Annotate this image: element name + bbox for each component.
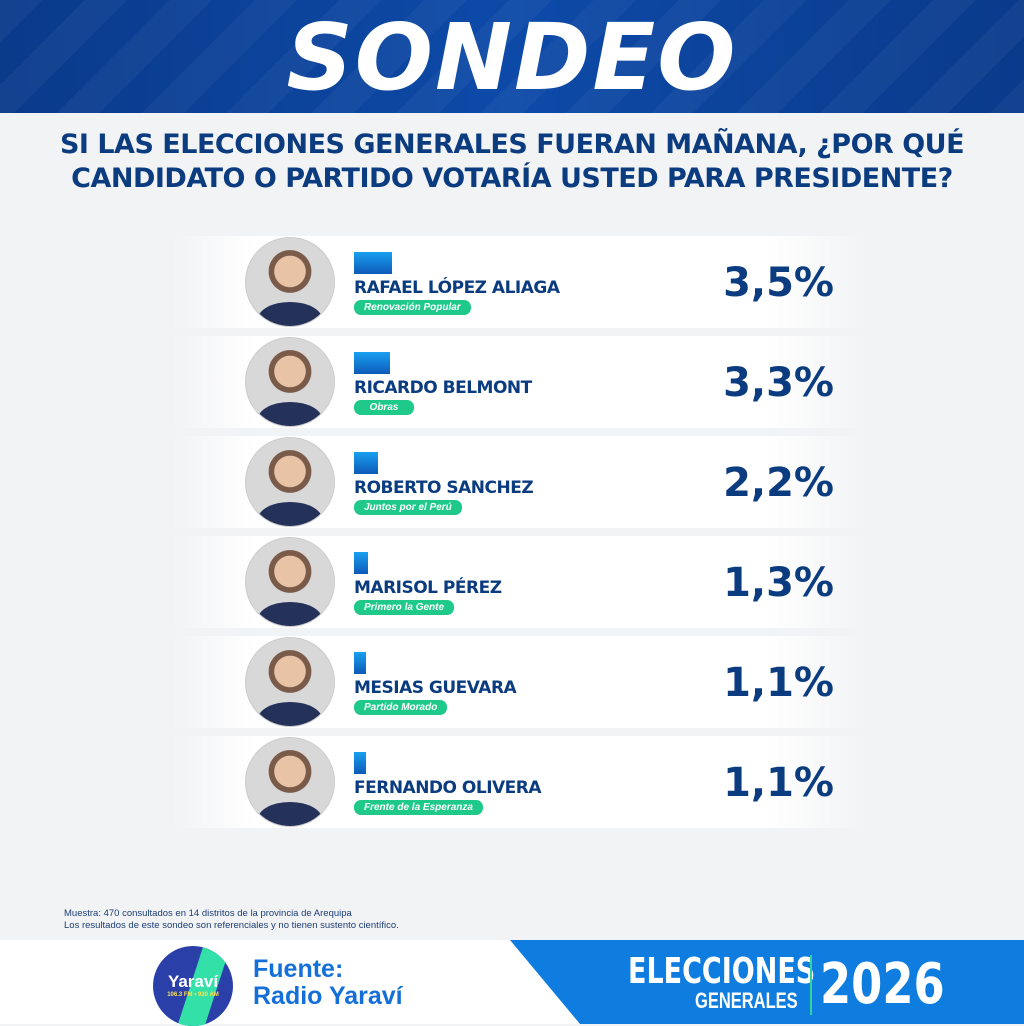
brand-generales: GENERALES [695,988,798,1013]
party-badge: Renovación Popular [354,300,471,315]
methodology-note: Muestra: 470 consultados en 14 distritos… [64,908,399,932]
logo-frequency: 106.3 FM • 930 AM [167,992,219,998]
candidate-name: RICARDO BELMONT [354,378,532,398]
result-percentage: 1,1% [723,660,834,706]
party-badge: Partido Morado [354,700,448,715]
candidate-photo [245,437,335,527]
result-percentage: 3,3% [723,360,834,406]
result-percentage: 3,5% [723,260,834,306]
results-list: RAFAEL LÓPEZ ALIAGA Renovación Popular 3… [170,236,870,836]
brand-year: 2026 [820,952,945,1017]
party-badge: Obras [354,400,414,415]
candidate-name: RAFAEL LÓPEZ ALIAGA [354,278,560,298]
sample-note: Muestra: 470 consultados en 14 distritos… [64,908,352,919]
candidate-photo [245,537,335,627]
source-name: Radio Yaraví [253,982,403,1010]
result-bar [354,452,378,474]
source: Fuente: Radio Yaraví [253,956,403,1010]
result-bar [354,252,392,274]
candidate-row: MESIAS GUEVARA Partido Morado 1,1% [170,636,870,728]
candidate-photo [245,637,335,727]
logo-text: Yaraví [167,972,219,991]
candidate-name: FERNANDO OLIVERA [354,778,542,798]
result-percentage: 1,1% [723,760,834,806]
disclaimer-note: Los resultados de este sondeo son refere… [64,920,399,931]
result-bar [354,552,369,574]
page-title: SONDEO [286,4,738,111]
result-bar [354,752,366,774]
candidate-row: RAFAEL LÓPEZ ALIAGA Renovación Popular 3… [170,236,870,328]
candidate-row: FERNANDO OLIVERA Frente de la Esperanza … [170,736,870,828]
candidate-row: RICARDO BELMONT Obras 3,3% [170,336,870,428]
result-percentage: 2,2% [723,460,834,506]
candidate-photo [245,737,335,827]
header-banner: SONDEO [0,0,1024,113]
party-badge: Juntos por el Perú [354,500,462,515]
result-bar [354,652,366,674]
brand-elecciones: ELECCIONES [628,951,816,992]
poll-question: SI LAS ELECCIONES GENERALES FUERAN MAÑAN… [59,129,965,194]
result-bar [354,352,390,374]
candidate-name: ROBERTO SANCHEZ [354,478,534,498]
candidate-row: ROBERTO SANCHEZ Juntos por el Perú 2,2% [170,436,870,528]
result-percentage: 1,3% [723,560,834,606]
brand-divider [810,955,812,1015]
candidate-photo [245,237,335,327]
candidate-name: MESIAS GUEVARA [354,678,517,698]
party-badge: Frente de la Esperanza [354,800,483,815]
footer-brand-panel [510,940,1024,1024]
candidate-row: MARISOL PÉREZ Primero la Gente 1,3% [170,536,870,628]
candidate-photo [245,337,335,427]
radio-yaravi-logo: Yaraví 106.3 FM • 930 AM [153,946,233,1026]
source-label: Fuente: [253,955,344,983]
candidate-name: MARISOL PÉREZ [354,578,502,598]
party-badge: Primero la Gente [354,600,455,615]
